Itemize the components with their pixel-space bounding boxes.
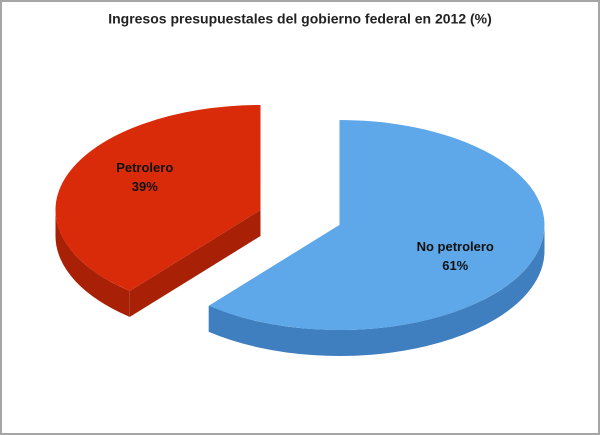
slice — [208, 120, 545, 357]
chart-title: Ingresos presupuestales del gobierno fed… — [108, 11, 492, 27]
label-value: 39% — [132, 179, 158, 194]
slice — [55, 105, 261, 317]
slice-side — [129, 210, 261, 317]
slice-side — [55, 210, 130, 317]
label-category: Petrolero — [116, 160, 173, 175]
label-value: 61% — [442, 258, 468, 273]
slice-top — [208, 120, 545, 330]
label-category: No petrolero — [417, 239, 494, 254]
slice-top — [55, 105, 261, 291]
slice-side — [208, 225, 545, 357]
data-label: No petrolero 61% — [417, 239, 494, 273]
data-label: Petrolero 39% — [116, 160, 173, 194]
